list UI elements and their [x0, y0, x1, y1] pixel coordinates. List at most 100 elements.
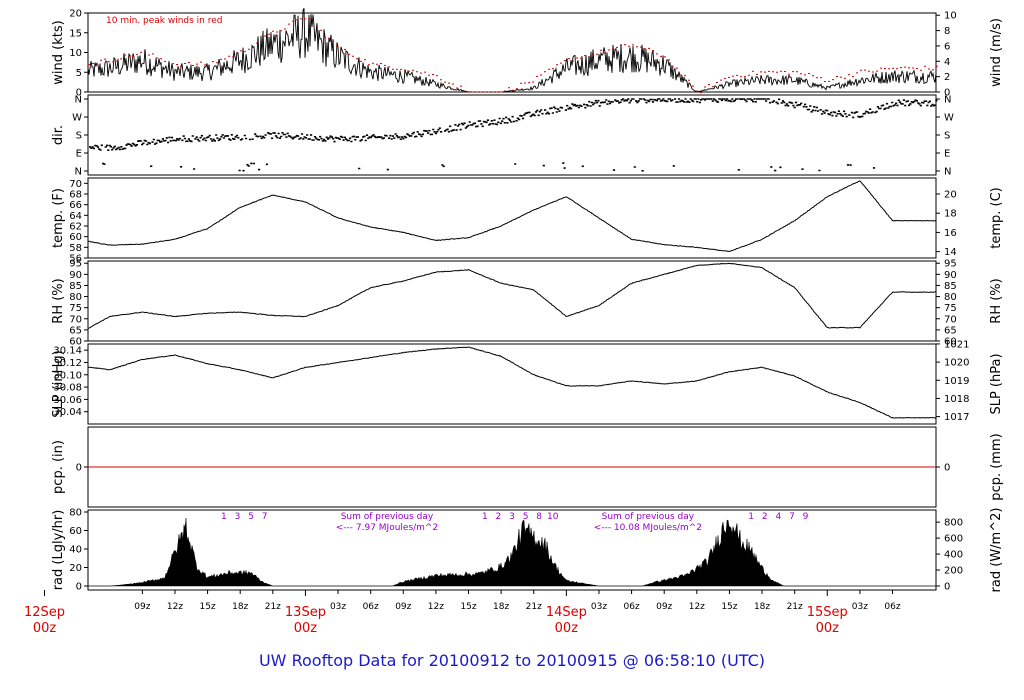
rad-ytick-right-label: 800 [944, 518, 963, 529]
x-tick-label: 15z [460, 602, 476, 612]
wind-ytick-left-label: 5 [76, 68, 82, 79]
slp-frame [87, 343, 937, 425]
rh-frame [87, 260, 937, 342]
slp-ytick-left-label: 30.10 [53, 370, 82, 381]
x-tick-label: 15z [199, 602, 215, 612]
x-tick-label: 18z [493, 602, 509, 612]
wind-ytick-right-label: 0 [944, 88, 950, 99]
slp-trace [87, 346, 937, 419]
pcp-ylabel-left: pcp. (in) [51, 440, 66, 494]
slp-ytick-right-label: 1021 [944, 339, 969, 350]
temp-ytick-left-label: 62 [69, 222, 82, 233]
rad-peak-number: 8 [536, 512, 542, 522]
rad-peak-number: 1 [482, 512, 488, 522]
dir-ytick-left-label: E [76, 149, 82, 160]
rh-ytick-left-label: 60 [69, 337, 82, 348]
rad-peak-number: 7 [789, 512, 795, 522]
pcp-ytick-left-label: 0 [76, 463, 82, 474]
rh-ytick-right-label: 70 [944, 314, 957, 325]
temp-ytick-left-label: 70 [69, 179, 82, 190]
rad-ylabel-left: rad (Lgly/hr) [51, 510, 66, 591]
wind-panel: wind (kts) wind (m/s) 0 5 10 15 20 0 2 4 6 8 10 10 mi… [51, 7, 1004, 99]
dir-points [89, 98, 938, 172]
temp-ytick-right-label: 14 [944, 247, 957, 258]
slp-ylabel-right: SLP (hPa) [989, 353, 1004, 414]
x-tick-label: 06z [884, 602, 900, 612]
temp-ytick-right-label: 18 [944, 209, 957, 220]
temp-frame [87, 177, 937, 259]
rad-peak-number: 2 [496, 512, 502, 522]
rh-ytick-right-label: 95 [944, 259, 957, 270]
rh-ytick-right-label: 65 [944, 325, 957, 336]
rh-trace [87, 262, 937, 329]
rh-ytick-left-label: 65 [69, 325, 82, 336]
temp-ytick-left-label: 58 [69, 243, 82, 254]
x-day-label-date: 12Sep [24, 605, 65, 620]
x-tick-label: 21z [787, 602, 803, 612]
slp-ytick-left-label: 30.04 [53, 407, 82, 418]
rad-peak-number: 3 [509, 512, 515, 522]
x-day-label-date: 13Sep [285, 605, 326, 620]
wind-ytick-left-label: 0 [76, 88, 82, 99]
wind-peak-marks [88, 18, 938, 93]
slp-panel: SLP (inHg) SLP (hPa)30.0430.0630.0830.103… [51, 339, 1004, 425]
slp-ylabel-left: SLP (inHg) [51, 350, 66, 418]
temp-ytick-right-label: 16 [944, 228, 957, 239]
rh-ylabel-right: RH (%) [989, 278, 1004, 323]
rh-ytick-left-label: 70 [69, 314, 82, 325]
rad-peak-number: 2 [762, 512, 768, 522]
temp-ytick-left-label: 64 [69, 211, 82, 222]
wind-ylabel-right: wind (m/s) [989, 18, 1004, 87]
rad-panel: rad (Lgly/hr) rad (W/m^2)0204060800200400… [51, 508, 1004, 593]
temp-ylabel-left: temp. (F) [51, 188, 66, 248]
wind-annotation: 10 min. peak winds in red [106, 16, 223, 26]
x-tick-label: 06z [623, 602, 639, 612]
rad-peak-number: 5 [248, 512, 254, 522]
x-day-label-date: 15Sep [807, 605, 848, 620]
rad-ylabel-right: rad (W/m^2) [989, 508, 1004, 593]
wind-ytick-right-label: 4 [944, 57, 950, 68]
rad-frame [87, 509, 937, 591]
dir-ytick-left-label: S [76, 131, 82, 142]
rad-ytick-right-label: 200 [944, 566, 963, 577]
chart-title: UW Rooftop Data for 20100912 to 20100915… [259, 651, 765, 670]
rh-ytick-right-label: 80 [944, 292, 957, 303]
rh-ylabel-left: RH (%) [51, 278, 66, 323]
temp-ytick-right-label: 20 [944, 190, 957, 201]
rad-peak-number: 1 [748, 512, 754, 522]
rh-panel: RH (%) RH (%)6065707580859095606570758085… [51, 259, 1004, 348]
rh-ytick-left-label: 80 [69, 292, 82, 303]
x-tick-label: 03z [852, 602, 868, 612]
x-day-label-hour: 00z [33, 621, 57, 636]
dir-ylabel-left: dir. [51, 125, 66, 145]
rh-ytick-right-label: 85 [944, 281, 957, 292]
x-tick-label: 15z [721, 602, 737, 612]
x-day-label-date: 14Sep [546, 605, 587, 620]
wind-ytick-right-label: 8 [944, 26, 950, 37]
dir-ytick-left-label: N [75, 95, 82, 106]
rh-ytick-left-label: 75 [69, 303, 82, 314]
x-tick-label: 12z [167, 602, 183, 612]
wind-ylabel-left: wind (kts) [51, 20, 66, 84]
rad-sum-label: Sum of previous day [602, 512, 695, 522]
x-day-label-hour: 00z [816, 621, 840, 636]
wind-ytick-right-label: 6 [944, 41, 950, 52]
rad-sum-value: <--- 7.97 MJoules/m^2 [336, 523, 438, 533]
x-tick-label: 03z [330, 602, 346, 612]
dir-ytick-right-label: N [944, 167, 951, 178]
rad-ytick-left-label: 40 [69, 545, 82, 556]
slp-ytick-left-label: 30.12 [53, 358, 82, 369]
slp-ytick-left-label: 30.14 [53, 346, 82, 357]
x-tick-label: 18z [232, 602, 248, 612]
x-tick-label: 03z [591, 602, 607, 612]
slp-ytick-left-label: 30.08 [53, 383, 82, 394]
dir-ytick-left-label: N [75, 167, 82, 178]
x-tick-label: 12z [428, 602, 444, 612]
slp-ytick-right-label: 1020 [944, 358, 969, 369]
rh-ytick-right-label: 75 [944, 303, 957, 314]
rad-sum-label: Sum of previous day [341, 512, 434, 522]
rad-ytick-left-label: 0 [76, 582, 82, 593]
